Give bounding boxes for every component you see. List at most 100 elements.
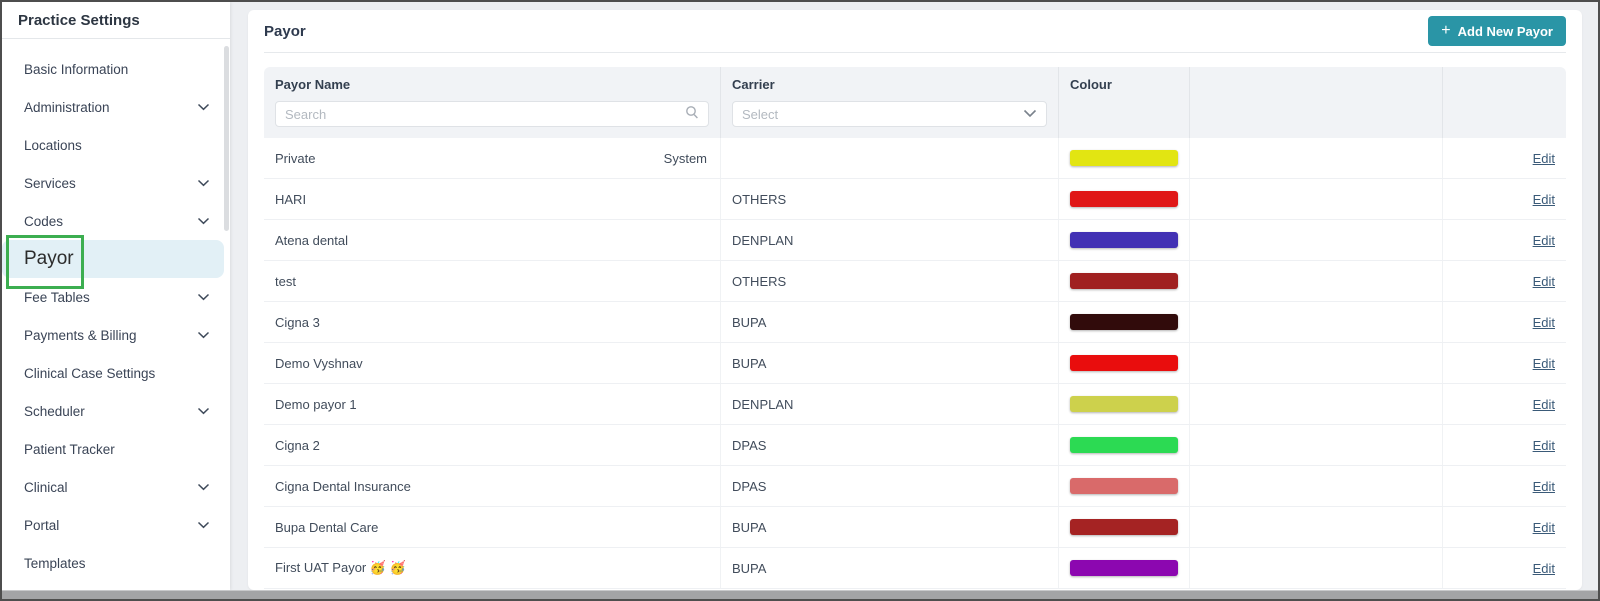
chevron-down-icon bbox=[197, 407, 210, 415]
actions-cell: Edit bbox=[1443, 384, 1566, 424]
sidebar-item-label: Basic Information bbox=[24, 61, 129, 77]
spacer-cell bbox=[1190, 384, 1443, 424]
actions-cell: Edit bbox=[1443, 507, 1566, 547]
sidebar-item-label: Portal bbox=[24, 517, 60, 533]
colour-cell bbox=[1059, 220, 1190, 260]
column-header-payor-name: Payor Name bbox=[264, 67, 721, 138]
payor-name-cell: Cigna Dental Insurance bbox=[264, 466, 721, 506]
edit-link[interactable]: Edit bbox=[1532, 519, 1555, 535]
payor-name: Demo payor 1 bbox=[275, 396, 357, 412]
spacer-cell bbox=[1190, 507, 1443, 547]
panel-header: Payor + Add New Payor bbox=[264, 10, 1566, 53]
payor-name: Cigna 3 bbox=[275, 314, 320, 330]
spacer-cell bbox=[1190, 548, 1443, 588]
edit-link[interactable]: Edit bbox=[1532, 478, 1555, 494]
chevron-down-icon bbox=[197, 217, 210, 225]
edit-link[interactable]: Edit bbox=[1532, 150, 1555, 166]
actions-cell: Edit bbox=[1443, 548, 1566, 588]
sidebar-item-scheduler[interactable]: Scheduler bbox=[2, 392, 224, 430]
spacer-cell bbox=[1190, 343, 1443, 383]
edit-link[interactable]: Edit bbox=[1532, 232, 1555, 248]
table-row: Private System Edit bbox=[264, 138, 1566, 179]
sidebar-item-label: Patient Tracker bbox=[24, 441, 115, 457]
sidebar-item-templates[interactable]: Templates bbox=[2, 544, 224, 582]
chevron-down-icon bbox=[197, 521, 210, 529]
chevron-down-icon bbox=[197, 103, 210, 111]
colour-swatch bbox=[1070, 273, 1178, 289]
table-row: Cigna Dental Insurance DPAS Edit bbox=[264, 466, 1566, 507]
search-input[interactable] bbox=[285, 106, 685, 122]
actions-cell: Edit bbox=[1443, 179, 1566, 219]
add-new-payor-button[interactable]: + Add New Payor bbox=[1428, 16, 1566, 46]
edit-link[interactable]: Edit bbox=[1532, 191, 1555, 207]
carrier-cell bbox=[721, 138, 1059, 178]
edit-link[interactable]: Edit bbox=[1532, 355, 1555, 371]
sidebar-item-services[interactable]: Services bbox=[2, 164, 224, 202]
sidebar: Practice Settings Basic Information Admi… bbox=[2, 2, 230, 590]
sidebar-item-label: Locations bbox=[24, 137, 82, 153]
colour-header-label: Colour bbox=[1070, 77, 1112, 92]
sidebar-title: Practice Settings bbox=[2, 2, 230, 39]
horizontal-scrollbar[interactable] bbox=[2, 590, 1598, 599]
sidebar-item-label: Payor bbox=[24, 248, 74, 269]
colour-cell bbox=[1059, 343, 1190, 383]
sidebar-item-codes[interactable]: Codes bbox=[2, 202, 224, 240]
payor-name-search[interactable] bbox=[275, 101, 709, 127]
sidebar-scrollbar[interactable] bbox=[224, 46, 229, 231]
colour-swatch bbox=[1070, 519, 1178, 535]
sidebar-item-portal[interactable]: Portal bbox=[2, 506, 224, 544]
colour-cell bbox=[1059, 548, 1190, 588]
edit-link[interactable]: Edit bbox=[1532, 560, 1555, 576]
actions-cell: Edit bbox=[1443, 138, 1566, 178]
chevron-down-icon bbox=[197, 293, 210, 301]
edit-link[interactable]: Edit bbox=[1532, 273, 1555, 289]
colour-swatch bbox=[1070, 560, 1178, 576]
sidebar-item-label: Payments & Billing bbox=[24, 327, 137, 343]
sidebar-item-label: Clinical Case Settings bbox=[24, 365, 156, 381]
spacer-cell bbox=[1190, 302, 1443, 342]
sidebar-item-label: Administration bbox=[24, 99, 110, 115]
table-row: test OTHERS Edit bbox=[264, 261, 1566, 302]
edit-link[interactable]: Edit bbox=[1532, 314, 1555, 330]
spacer-cell bbox=[1190, 220, 1443, 260]
payor-name: Demo Vyshnav bbox=[275, 355, 363, 371]
sidebar-item-locations[interactable]: Locations bbox=[2, 126, 224, 164]
sidebar-item-clinical-case-settings[interactable]: Clinical Case Settings bbox=[2, 354, 224, 392]
sidebar-item-label: Services bbox=[24, 175, 76, 191]
payor-name-cell: Cigna 3 bbox=[264, 302, 721, 342]
sidebar-item-fee-tables[interactable]: Fee Tables bbox=[2, 278, 224, 316]
carrier-cell: OTHERS bbox=[721, 179, 1059, 219]
main-content: Payor + Add New Payor Payor Name bbox=[230, 2, 1598, 590]
frame-body: Practice Settings Basic Information Admi… bbox=[2, 2, 1598, 590]
colour-swatch bbox=[1070, 478, 1178, 494]
table-row: Cigna 2 DPAS Edit bbox=[264, 425, 1566, 466]
payor-name: Bupa Dental Care bbox=[275, 519, 379, 535]
column-header-carrier: Carrier Select bbox=[721, 67, 1059, 138]
sidebar-item-administration[interactable]: Administration bbox=[2, 88, 224, 126]
sidebar-item-label: Scheduler bbox=[24, 403, 85, 419]
sidebar-item-basic-information[interactable]: Basic Information bbox=[2, 50, 224, 88]
payor-panel: Payor + Add New Payor Payor Name bbox=[248, 10, 1582, 590]
spacer-cell bbox=[1190, 261, 1443, 301]
table-row: First UAT Payor 🥳 🥳 BUPA Edit bbox=[264, 548, 1566, 589]
page-title: Payor bbox=[264, 22, 306, 40]
colour-cell bbox=[1059, 507, 1190, 547]
table-row: Cigna 3 BUPA Edit bbox=[264, 302, 1566, 343]
sidebar-item-clinical[interactable]: Clinical bbox=[2, 468, 224, 506]
edit-link[interactable]: Edit bbox=[1532, 437, 1555, 453]
colour-swatch bbox=[1070, 314, 1178, 330]
add-new-payor-label: Add New Payor bbox=[1457, 23, 1553, 39]
sidebar-item-payments-billing[interactable]: Payments & Billing bbox=[2, 316, 224, 354]
column-header-colour: Colour bbox=[1059, 67, 1190, 138]
colour-cell bbox=[1059, 179, 1190, 219]
table-row: Atena dental DENPLAN Edit bbox=[264, 220, 1566, 261]
payor-name-cell: Demo Vyshnav bbox=[264, 343, 721, 383]
edit-link[interactable]: Edit bbox=[1532, 396, 1555, 412]
carrier-select[interactable]: Select bbox=[732, 101, 1047, 127]
chevron-down-icon bbox=[197, 179, 210, 187]
carrier-cell: DPAS bbox=[721, 425, 1059, 465]
sidebar-item-patient-tracker[interactable]: Patient Tracker bbox=[2, 430, 224, 468]
sidebar-item-payor[interactable]: Payor bbox=[2, 235, 224, 289]
sidebar-item-label: Codes bbox=[24, 213, 64, 229]
